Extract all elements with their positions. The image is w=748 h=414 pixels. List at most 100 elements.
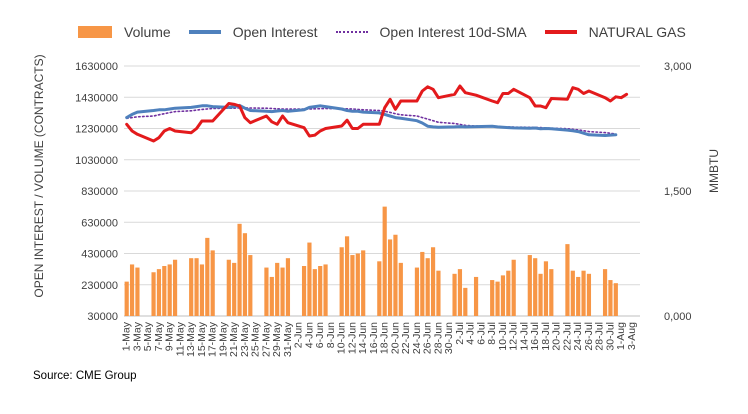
left-tick-label: 830000 (81, 186, 118, 198)
x-tick-label: 25-May (250, 321, 262, 357)
bar-volume (549, 269, 554, 316)
x-tick-label: 6-Jun (314, 322, 326, 348)
bar-volume (167, 264, 172, 316)
x-tick-label: 21-May (228, 321, 240, 357)
legend-label-sma: Open Interest 10d-SMA (379, 24, 527, 40)
legend-item-natural-gas: NATURAL GAS (544, 24, 686, 40)
right-axis-title: MMBTU (707, 149, 721, 193)
bar-volume (533, 258, 538, 316)
left-tick-label: 1030000 (75, 155, 118, 167)
source-note: Source: CME Group (33, 370, 137, 382)
bar-volume (377, 261, 382, 316)
bar-volume (430, 247, 436, 316)
bar-volume (124, 281, 129, 316)
bar-volume (312, 269, 317, 316)
x-tick-label: 4-Jun (303, 322, 315, 348)
bar-volume (156, 269, 162, 316)
bar-volume (500, 275, 506, 316)
x-tick-label: 18-Jun (379, 322, 391, 354)
x-tick-label: 16-Jun (368, 322, 380, 354)
bar-volume (527, 255, 532, 316)
bar-volume (393, 234, 398, 316)
bar-volume (382, 206, 387, 316)
legend-item-sma: Open Interest 10d-SMA (335, 24, 527, 40)
bar-volume (350, 255, 355, 316)
x-tick-label: 19-May (217, 321, 229, 357)
bar-volume (565, 244, 570, 316)
bar-volume (463, 287, 468, 316)
bar-volume (285, 258, 291, 316)
bar-volume (436, 270, 441, 316)
bar-volume (361, 250, 366, 316)
bar-volume (602, 269, 608, 316)
bar-volume (275, 262, 280, 316)
bar-volume (613, 283, 618, 316)
bar-volume (269, 276, 274, 316)
x-tick-label: 8-Jul (486, 322, 498, 345)
x-tick-label: 12-Jun (346, 322, 358, 354)
bar-volume (301, 266, 307, 316)
bar-volume (387, 239, 393, 316)
legend-item-open-interest: Open Interest (188, 24, 318, 40)
bar-volume (248, 255, 253, 316)
x-tick-label: 9-May (164, 321, 176, 351)
left-tick-label: 1430000 (75, 92, 118, 104)
x-tick-label: 31-May (282, 321, 294, 357)
x-tick-label: 15-May (196, 321, 208, 357)
bar-volume (452, 273, 457, 316)
x-tick-label: 11-May (174, 321, 186, 356)
bar-volume (162, 266, 167, 316)
bar-volume (205, 237, 210, 316)
bar-volume (210, 250, 215, 316)
bar-volume (129, 264, 135, 316)
bar-volume (538, 273, 543, 316)
left-tick-label: 1630000 (75, 61, 118, 73)
x-tick-label: 5-May (142, 321, 154, 351)
bar-volume (237, 223, 242, 316)
x-tick-label: 28-Jul (594, 322, 606, 351)
bar-volume (543, 261, 549, 316)
x-tick-label: 26-Jun (422, 322, 434, 354)
x-tick-label: 23-May (239, 321, 251, 357)
bar-volume (511, 259, 516, 316)
bar-volume (242, 233, 248, 316)
x-tick-label: 27-May (260, 321, 272, 357)
bar-volume (189, 258, 194, 316)
legend-item-volume: Volume (78, 24, 171, 40)
x-tick-label: 6-Jul (475, 322, 487, 345)
bar-volume (570, 270, 575, 316)
bar-volume (151, 272, 156, 316)
bar-volume (586, 273, 592, 316)
legend-label-open-interest: Open Interest (232, 24, 318, 40)
left-tick-label: 30000 (87, 311, 118, 323)
legend-swatch-open-interest (188, 30, 221, 34)
right-tick-label: 3,000 (664, 61, 692, 73)
bar-volume (490, 280, 495, 316)
bar-volume (420, 251, 425, 316)
x-tick-label: 18-Jul (540, 322, 552, 351)
bar-volume (199, 264, 205, 316)
x-tick-label: 7-May (153, 321, 165, 351)
bar-volume (226, 259, 231, 316)
left-tick-label: 230000 (81, 280, 118, 292)
chart-legend: Volume Open Interest Open Interest 10d-S… (78, 22, 704, 42)
bar-volume (232, 262, 237, 316)
x-tick-label: 30-Jul (604, 322, 616, 351)
bar-volume (506, 270, 511, 316)
x-tick-label: 2-Jul (454, 322, 466, 345)
x-tick-label: 24-Jun (411, 322, 423, 354)
bar-volume (473, 276, 479, 316)
left-axis-title: OPEN INTEREST / VOLUME (CONTRACTS) (32, 54, 46, 298)
x-tick-label: 12-Jul (508, 322, 520, 351)
legend-label-volume: Volume (124, 24, 171, 40)
x-tick-label: 26-Jul (583, 322, 595, 351)
x-tick-label: 16-Jul (529, 322, 541, 351)
bar-volume (318, 266, 323, 316)
x-tick-label: 17-May (207, 321, 219, 357)
x-tick-label: 3-Aug (626, 322, 638, 350)
x-tick-label: 3-May (131, 321, 143, 351)
bar-volume (425, 258, 430, 316)
bar-volume (457, 269, 463, 316)
line-natural-gas (125, 84, 629, 143)
